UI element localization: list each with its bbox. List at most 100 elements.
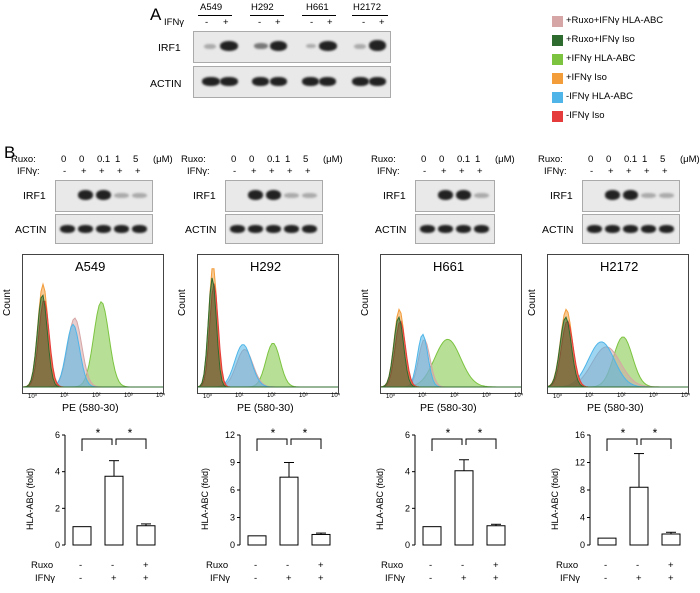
y-tick-label: 0 [405,540,410,550]
dose-unit: (μM) [323,154,343,165]
irf1-label: IRF1 [550,190,573,202]
flow-ylabel: Count [527,289,538,316]
y-tick-label: 6 [230,485,235,495]
flow-histogram: A549 [22,254,164,394]
ruxo-label: Ruxo: [371,154,396,165]
flow-xtick: 10¹ [60,393,69,399]
bar [422,526,442,546]
sign: - [310,17,314,28]
legend-swatch [552,111,563,122]
sig-star: * [128,426,133,440]
y-tick-label: 0 [230,540,235,550]
flow-histogram: H661 [380,254,522,394]
bar-ifn-sign: - [604,573,608,584]
bar-ruxo-sign: - [254,560,258,571]
flow-xtick: 10⁴ [514,393,524,399]
sig-star: * [271,426,276,440]
actin-label: ACTIN [185,224,217,236]
bar [104,475,124,546]
actin-blot [55,214,153,244]
bar-chart: 0 2 4 6 * * [405,426,506,550]
dose-unit: (μM) [680,154,700,165]
sign: + [275,17,281,28]
column-a549: Ruxo: IFNγ: 0-0 +0.1 +1 +5 + (μM) IRF1 ACTIN Count… [0,140,175,593]
bar [486,525,506,546]
dose-value: 5 [133,154,139,165]
bar-chart: 0 3 6 9 12 * * [225,426,331,550]
sig-star: * [653,426,658,440]
sig-bracket [606,438,638,451]
actin-label: ACTIN [15,224,47,236]
ifn-sign: + [117,166,123,177]
flow-xtick: 10⁰ [203,394,213,400]
bar-ifn-label: IFNγ [385,573,406,584]
dose-value: 0 [61,154,67,165]
legend-label: +IFNγ HLA-ABC [566,53,636,64]
ifn-sign: - [423,166,427,177]
flow-xtick: 10¹ [418,393,427,399]
dose-value: 0 [79,154,85,165]
bar-ruxo-sign: + [143,560,149,571]
column-h661: Ruxo: IFNγ: 0-0 +0.1 +1 + (μM) IRF1 ACTIN Count H6… [350,140,525,593]
sig-star: * [96,426,101,440]
dose-unit: (μM) [495,154,515,165]
y-tick-label: 4 [55,467,60,477]
legend-swatch [552,73,563,84]
dose-value: 0 [231,154,237,165]
sig-star: * [303,426,308,440]
flow-xtick: 10² [92,393,101,399]
dose-value: 5 [660,154,666,165]
bar [311,533,331,546]
sig-star: * [446,426,451,440]
y-tick-label: 2 [55,503,60,513]
ruxo-label: Ruxo: [11,154,36,165]
y-tick-label: 4 [405,467,410,477]
sig-bracket [256,438,288,451]
flow-xtick: 10⁰ [28,394,38,400]
flow-title: H292 [250,259,282,274]
legend-label: -IFNγ Iso [566,110,605,121]
sign: - [205,17,209,28]
y-tick-label: 4 [580,513,585,523]
bar [661,533,681,546]
bar-ifn-sign: + [111,573,117,584]
y-tick-label: 8 [580,485,585,495]
bar [72,526,92,546]
dose-value: 0.1 [97,154,111,165]
flow-plot [548,308,688,388]
bar-ifn-sign: + [493,573,499,584]
ifn-label: IFNγ: [187,166,210,177]
bar [279,476,299,546]
panel-a-cell-h661: H661 [306,2,329,13]
legend-label: +IFNγ Iso [566,72,607,83]
bar-ruxo-label: Ruxo [556,560,579,571]
ruxo-ifn-iso-histogram [381,315,521,388]
ifn-sign: + [99,166,105,177]
flow-histogram: H2172 [547,254,689,394]
irf1-label: IRF1 [383,190,406,202]
actin-blot [582,214,680,244]
ifn-sign: - [233,166,237,177]
bar-ruxo-label: Ruxo [31,560,54,571]
dose-value: 0 [606,154,612,165]
panel-a-actin-label: ACTIN [150,78,182,90]
ifn-sign: + [644,166,650,177]
bar-ruxo-sign: + [668,560,674,571]
sign: - [362,17,366,28]
actin-label: ACTIN [375,224,407,236]
panel-b-letter: B [4,143,16,162]
bar [629,486,649,546]
ifn-sign: + [441,166,447,177]
ifn-sign: + [459,166,465,177]
ifn-sign: + [608,166,614,177]
sig-star: * [621,426,626,440]
flow-xtick: 10⁴ [331,393,341,399]
sign: + [379,17,385,28]
flow-xtick: 10² [450,393,459,399]
ifn-label: IFNγ: [544,166,567,177]
ruxo-ifn-iso-histogram [198,277,338,388]
flow-plot [23,282,163,388]
bar-ruxo-sign: + [318,560,324,571]
y-tick-label: 0 [55,540,60,550]
flow-xtick: 10¹ [235,393,244,399]
